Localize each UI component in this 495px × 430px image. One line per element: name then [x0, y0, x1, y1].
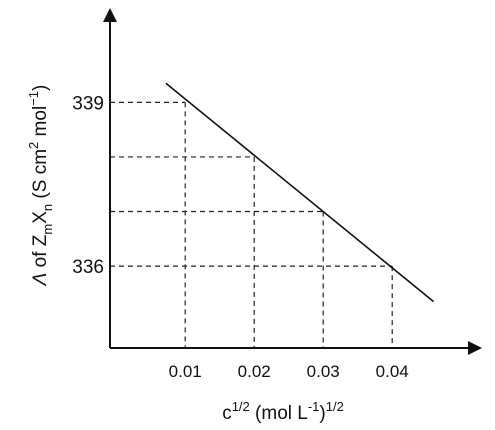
y-label-sup2: −1	[26, 91, 41, 106]
x-label-exp3: 1/2	[326, 399, 344, 414]
x-axis-label: c1/2 (mol L-1)1/2	[222, 399, 344, 424]
y-label-sub2: n	[40, 204, 55, 211]
x-label-exp: 1/2	[232, 399, 250, 414]
y-label-lambda: Λ	[30, 273, 51, 287]
series-line-1	[165, 82, 435, 303]
x-label-end: )	[319, 403, 325, 424]
y-label-sup1: 2	[26, 142, 41, 149]
y-tick-labels: 339 336	[72, 93, 104, 278]
x-tick-label: 0.02	[238, 362, 271, 381]
guide-lines	[110, 101, 393, 348]
x-tick-label: 0.03	[307, 362, 340, 381]
y-axis-label: Λ of ZmXn (S cm2 mol−1)	[26, 85, 55, 287]
y-tick-label: 339	[72, 93, 104, 114]
y-label-t1: of Z	[30, 234, 51, 272]
y-label-t3: (S cm	[30, 149, 51, 204]
series-group	[165, 82, 435, 303]
x-tick-label: 0.01	[169, 362, 202, 381]
x-tick-labels: 0.01 0.02 0.03 0.04	[169, 362, 409, 381]
x-label-c: c	[222, 403, 232, 424]
y-label-t4: mol	[30, 106, 51, 142]
x-label-exp2: -1	[308, 399, 320, 414]
y-label-t5: )	[30, 85, 51, 91]
y-label-sub1: m	[40, 224, 55, 235]
x-tick-label: 0.04	[376, 362, 409, 381]
y-tick-label: 336	[72, 257, 104, 278]
y-label-t2: X	[30, 211, 51, 224]
x-label-mid: (mol L	[250, 403, 308, 424]
